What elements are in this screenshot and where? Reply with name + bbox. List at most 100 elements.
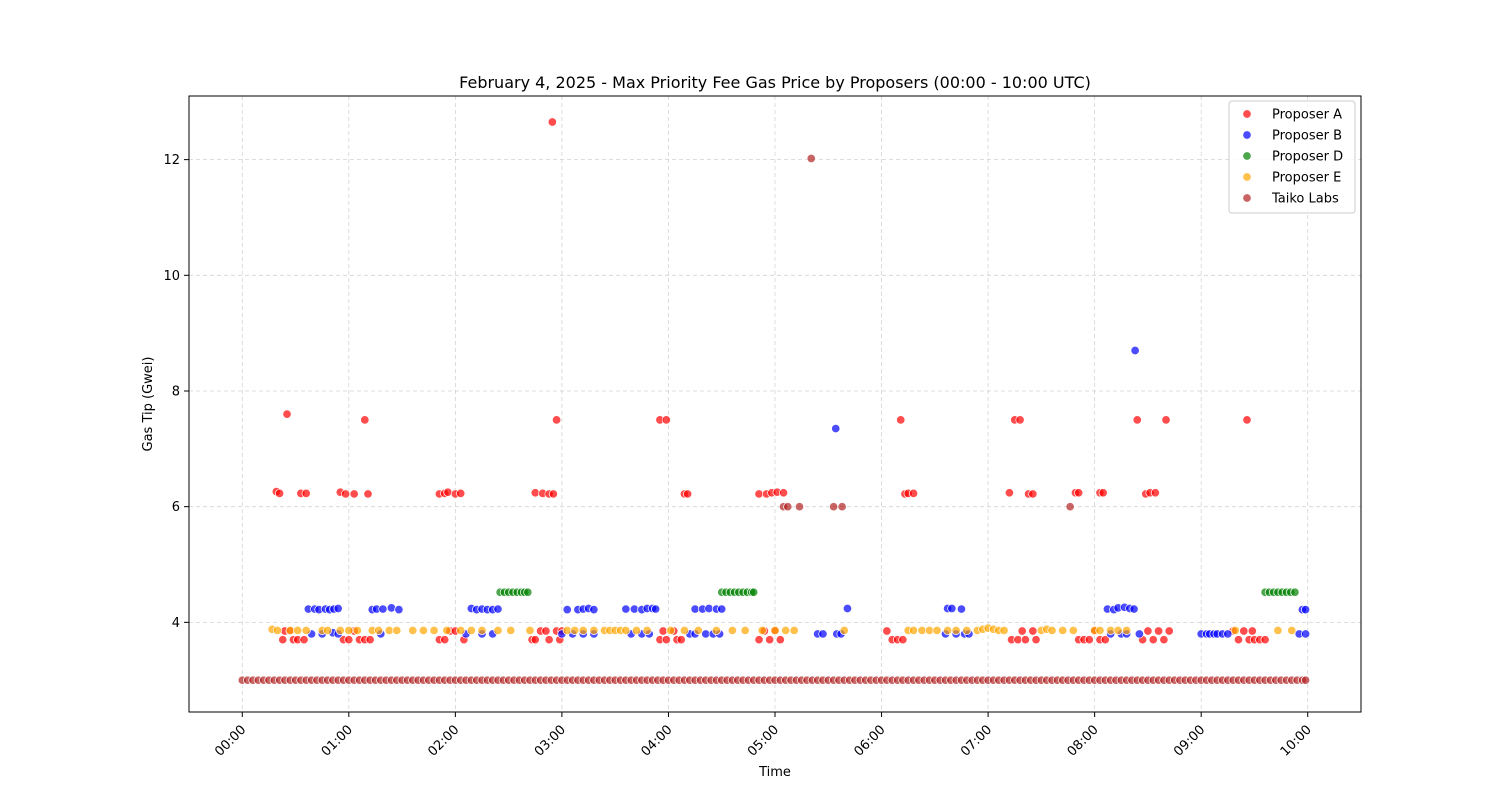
data-point — [1065, 502, 1075, 512]
data-point — [394, 605, 404, 615]
data-point — [837, 502, 847, 512]
data-point — [493, 625, 503, 635]
data-point — [631, 625, 642, 635]
data-point — [947, 603, 957, 614]
legend-marker — [1242, 172, 1252, 182]
data-point — [525, 625, 535, 635]
data-point — [749, 587, 759, 597]
data-point — [898, 635, 908, 645]
data-point — [299, 635, 309, 645]
data-point — [829, 502, 839, 512]
data-point — [589, 605, 599, 615]
series-proposer-a — [271, 117, 1270, 645]
data-point — [570, 625, 580, 635]
data-point — [1150, 488, 1160, 498]
data-point — [1113, 625, 1123, 635]
data-point — [1301, 675, 1311, 685]
data-point — [301, 625, 311, 635]
data-point — [999, 625, 1009, 635]
data-point — [727, 625, 737, 635]
data-point — [523, 587, 533, 597]
data-point — [683, 489, 693, 499]
data-point — [552, 415, 562, 425]
y-tick-label: 12 — [163, 153, 180, 168]
legend-marker — [1242, 193, 1252, 203]
data-point — [562, 605, 572, 615]
data-point — [278, 635, 288, 645]
data-point — [775, 635, 785, 645]
data-point — [1154, 626, 1164, 636]
data-point — [1020, 635, 1030, 645]
data-point — [440, 635, 450, 645]
data-point — [282, 409, 292, 419]
data-point — [1239, 626, 1249, 636]
data-point — [658, 626, 668, 636]
data-point — [374, 625, 384, 635]
data-point — [679, 625, 689, 635]
data-point — [676, 635, 686, 645]
data-point — [1230, 625, 1240, 635]
data-point — [621, 625, 631, 635]
series-proposer-b — [303, 345, 1311, 639]
data-point — [1290, 587, 1300, 597]
data-point — [578, 625, 588, 635]
data-point — [962, 625, 972, 635]
data-point — [908, 488, 919, 498]
data-point — [831, 424, 841, 434]
data-point — [466, 625, 476, 635]
data-point — [429, 625, 439, 635]
data-point — [908, 625, 919, 635]
legend-label: Proposer B — [1272, 129, 1342, 144]
y-tick-label: 4 — [172, 616, 180, 631]
data-point — [547, 117, 557, 127]
data-point — [770, 625, 780, 635]
data-point — [506, 625, 516, 635]
data-point — [442, 625, 452, 635]
data-point — [1260, 635, 1270, 645]
data-point — [341, 489, 351, 499]
legend-label: Taiko Labs — [1271, 192, 1339, 207]
series-proposer-e — [267, 623, 1297, 635]
data-point — [352, 625, 362, 635]
data-point — [896, 415, 906, 425]
data-point — [765, 635, 775, 645]
data-point — [1047, 625, 1057, 635]
data-point — [882, 626, 892, 636]
data-point — [1233, 635, 1244, 645]
data-point — [1134, 629, 1144, 639]
data-point — [717, 604, 727, 614]
y-tick-label: 10 — [163, 269, 180, 284]
data-point — [1223, 629, 1233, 639]
data-point — [1273, 625, 1283, 635]
data-point — [651, 604, 661, 614]
data-point — [781, 625, 791, 635]
data-point — [693, 625, 703, 635]
data-point — [1031, 635, 1041, 645]
data-point — [789, 625, 799, 635]
data-point — [806, 153, 816, 164]
data-point — [1301, 605, 1311, 615]
data-point — [818, 629, 828, 639]
legend-box — [1228, 100, 1356, 214]
data-point — [1100, 635, 1110, 645]
data-point — [943, 625, 953, 635]
legend: Proposer A Proposer B Proposer D Proposer E… — [1228, 100, 1356, 214]
data-point — [757, 625, 767, 635]
data-point — [1242, 415, 1252, 425]
data-point — [392, 625, 402, 635]
data-point — [378, 604, 388, 614]
data-point — [1015, 415, 1025, 425]
data-point — [1095, 625, 1105, 635]
series-taiko-labs — [237, 153, 1311, 685]
data-point — [344, 635, 354, 645]
data-point — [301, 488, 311, 498]
data-point — [349, 489, 359, 499]
data-point — [335, 625, 345, 635]
data-point — [621, 604, 631, 614]
data-point — [1074, 488, 1084, 498]
data-point — [456, 625, 466, 635]
data-point — [408, 625, 418, 635]
data-point — [1028, 626, 1038, 636]
data-point — [1058, 625, 1068, 635]
